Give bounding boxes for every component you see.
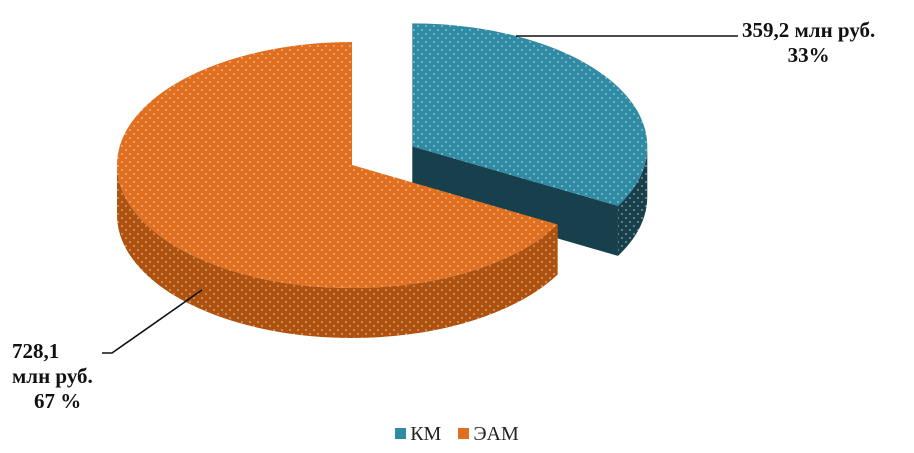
legend-swatch-eam xyxy=(458,428,469,439)
legend-swatch-km xyxy=(395,428,406,439)
legend-label-eam: ЭАМ xyxy=(473,423,518,445)
data-label-eam-value: 728,1 xyxy=(12,339,93,364)
legend-item-km: КМ xyxy=(395,423,441,446)
legend-label-km: КМ xyxy=(410,423,441,445)
data-label-km-value: 359,2 млн руб. xyxy=(742,18,875,43)
data-label-km: 359,2 млн руб. 33% xyxy=(742,18,875,68)
chart-legend: КМ ЭАМ xyxy=(0,423,914,446)
data-label-eam-unit: млн руб. xyxy=(12,364,93,389)
legend-item-eam: ЭАМ xyxy=(458,423,518,446)
data-label-km-percent: 33% xyxy=(742,43,875,68)
data-label-eam: 728,1 млн руб. 67 % xyxy=(12,339,93,414)
data-label-eam-percent: 67 % xyxy=(12,389,93,414)
